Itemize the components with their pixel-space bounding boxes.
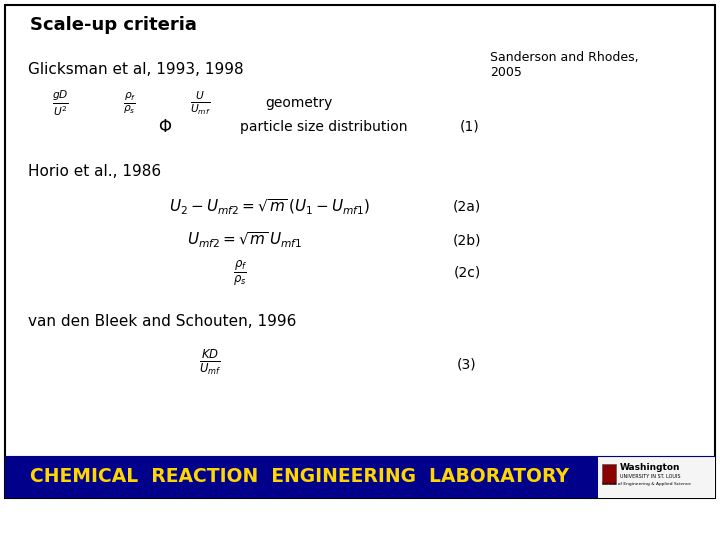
Bar bbox=[602, 464, 616, 484]
Text: $U_{mf2} = \sqrt{m}\,U_{mf1}$: $U_{mf2} = \sqrt{m}\,U_{mf1}$ bbox=[187, 230, 302, 250]
Text: Horio et al., 1986: Horio et al., 1986 bbox=[28, 165, 161, 179]
Text: geometry: geometry bbox=[265, 96, 333, 110]
Text: (2b): (2b) bbox=[453, 233, 481, 247]
Text: $\frac{U}{U_{mf}}$: $\frac{U}{U_{mf}}$ bbox=[189, 89, 210, 117]
Text: $\frac{\rho_f}{\rho_s}$: $\frac{\rho_f}{\rho_s}$ bbox=[123, 90, 137, 116]
Text: (2c): (2c) bbox=[454, 266, 481, 280]
Text: CHEMICAL  REACTION  ENGINEERING  LABORATORY: CHEMICAL REACTION ENGINEERING LABORATORY bbox=[30, 468, 570, 487]
Text: (2a): (2a) bbox=[453, 200, 481, 214]
Text: (1): (1) bbox=[460, 120, 480, 134]
Text: $\Phi$: $\Phi$ bbox=[158, 118, 172, 136]
Text: van den Bleek and Schouten, 1996: van den Bleek and Schouten, 1996 bbox=[28, 314, 297, 329]
Text: Scale-up criteria: Scale-up criteria bbox=[30, 16, 197, 34]
Text: Washington: Washington bbox=[620, 463, 680, 472]
Text: $\frac{KD}{U_{mf}}$: $\frac{KD}{U_{mf}}$ bbox=[199, 347, 221, 377]
Text: (3): (3) bbox=[457, 358, 477, 372]
Text: School of Engineering & Applied Science: School of Engineering & Applied Science bbox=[602, 482, 691, 486]
Bar bbox=[598, 456, 715, 498]
Text: UNIVERSITY IN ST. LOUIS: UNIVERSITY IN ST. LOUIS bbox=[620, 474, 680, 478]
Text: $\frac{\rho_f}{\rho_s}$: $\frac{\rho_f}{\rho_s}$ bbox=[233, 259, 247, 288]
Bar bbox=[5, 456, 598, 498]
Text: Glicksman et al, 1993, 1998: Glicksman et al, 1993, 1998 bbox=[28, 63, 243, 78]
Text: $U_2 - U_{mf2} = \sqrt{m}\,(U_1 - U_{mf1})$: $U_2 - U_{mf2} = \sqrt{m}\,(U_1 - U_{mf1… bbox=[169, 197, 371, 217]
Text: Sanderson and Rhodes,: Sanderson and Rhodes, bbox=[490, 51, 639, 64]
Text: $\frac{gD}{U^2}$: $\frac{gD}{U^2}$ bbox=[52, 88, 68, 118]
Text: particle size distribution: particle size distribution bbox=[240, 120, 408, 134]
Text: 2005: 2005 bbox=[490, 65, 522, 78]
